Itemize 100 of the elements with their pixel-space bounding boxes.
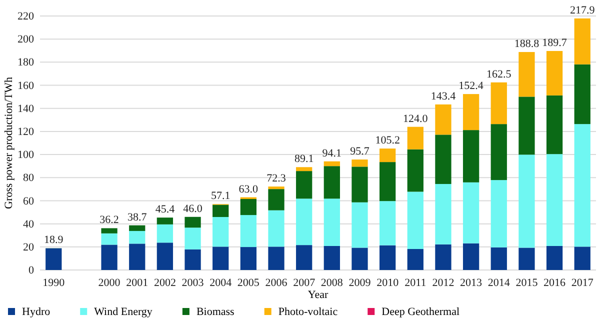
x-tick-label: 2017 <box>571 276 594 289</box>
x-tick-label: 2007 <box>293 276 316 289</box>
bar <box>546 95 563 154</box>
bar <box>296 198 312 246</box>
bar <box>435 134 452 184</box>
bar <box>546 154 563 246</box>
x-tick-label: 2004 <box>210 276 232 289</box>
bar <box>129 244 146 270</box>
bar <box>518 52 535 97</box>
bar <box>380 162 396 202</box>
bar <box>324 198 340 246</box>
bar <box>407 192 424 249</box>
bar <box>462 182 480 244</box>
x-tick-label: 2003 <box>182 276 204 289</box>
bar <box>518 96 535 155</box>
bar <box>324 161 340 166</box>
bar <box>268 210 284 247</box>
bar <box>212 217 229 247</box>
bar <box>156 224 174 243</box>
y-tick-label: 220 <box>18 10 34 23</box>
total-label: 95.7 <box>350 146 370 158</box>
bar <box>490 180 507 248</box>
bar <box>546 246 563 270</box>
bar <box>518 154 535 248</box>
bar <box>184 228 201 250</box>
bar <box>101 233 118 245</box>
bar <box>546 50 563 96</box>
bar <box>380 201 396 246</box>
bar <box>212 204 229 218</box>
x-tick-label: 2015 <box>516 276 538 289</box>
bar <box>380 245 396 270</box>
x-axis-title: Year <box>308 289 328 301</box>
total-label: 217.9 <box>570 4 596 16</box>
bar <box>518 248 535 270</box>
y-tick-label: 40 <box>23 218 34 230</box>
x-tick-label: 1990 <box>42 276 66 289</box>
y-tick-label: 140 <box>18 102 34 115</box>
total-label: 152.4 <box>458 80 484 92</box>
total-label: 143.4 <box>430 90 456 102</box>
bar <box>490 124 507 180</box>
bar <box>352 248 368 270</box>
bar <box>184 216 201 228</box>
total-label: 36.2 <box>100 214 119 226</box>
y-tick-label: 60 <box>23 195 34 208</box>
total-label: 72.3 <box>266 172 286 185</box>
total-label: 38.7 <box>127 211 148 224</box>
bar <box>324 166 340 199</box>
bar <box>462 130 480 182</box>
total-label: 124.0 <box>403 112 428 125</box>
legend-label: Deep Geothermal <box>382 306 460 318</box>
legend-label: Photo-voltaic <box>278 306 338 318</box>
bar <box>156 218 174 224</box>
bar <box>574 246 590 270</box>
bar <box>156 242 174 270</box>
x-tick-label: 2002 <box>154 276 176 289</box>
bar <box>212 246 229 270</box>
y-axis-title: Gross power production/TWh <box>3 76 15 209</box>
total-label: 162.5 <box>486 68 512 80</box>
bar <box>240 247 256 270</box>
y-tick-label: 200 <box>18 34 34 46</box>
bar <box>46 248 62 270</box>
y-tick-label: 20 <box>23 241 34 254</box>
y-tick-label: 80 <box>23 172 34 184</box>
x-tick-label: 2008 <box>320 276 344 289</box>
bar <box>490 247 507 270</box>
bar <box>380 148 396 162</box>
x-tick-label: 2012 <box>432 276 454 289</box>
x-tick-label: 2011 <box>404 276 426 289</box>
bar <box>352 166 368 202</box>
bar <box>268 246 284 270</box>
bar <box>268 186 284 190</box>
bar <box>490 82 507 124</box>
x-tick-label: 2000 <box>98 276 121 289</box>
x-tick-label: 2005 <box>237 276 260 289</box>
bar <box>435 104 452 135</box>
y-tick-label: 100 <box>18 149 34 162</box>
total-label: 45.4 <box>155 204 176 216</box>
total-label: 63.0 <box>238 183 259 196</box>
total-label: 57.1 <box>210 190 230 202</box>
y-tick-label: 120 <box>18 126 34 138</box>
bar <box>407 149 424 192</box>
bar <box>435 244 452 270</box>
y-tick-label: 160 <box>18 80 34 92</box>
bar <box>574 64 590 124</box>
total-label: 189.7 <box>542 36 568 49</box>
bar <box>296 171 312 199</box>
bar <box>462 243 480 270</box>
legend-label: Biomass <box>196 306 234 318</box>
bar <box>184 249 201 270</box>
bar <box>240 198 256 216</box>
bar <box>435 184 452 244</box>
bar <box>352 160 368 167</box>
bar <box>129 230 146 244</box>
total-label: 18.9 <box>44 234 64 246</box>
bar <box>101 228 118 234</box>
x-tick-label: 2010 <box>376 276 400 289</box>
bar <box>462 94 480 130</box>
bar <box>101 244 118 270</box>
bar <box>407 126 424 150</box>
bar <box>352 202 368 248</box>
